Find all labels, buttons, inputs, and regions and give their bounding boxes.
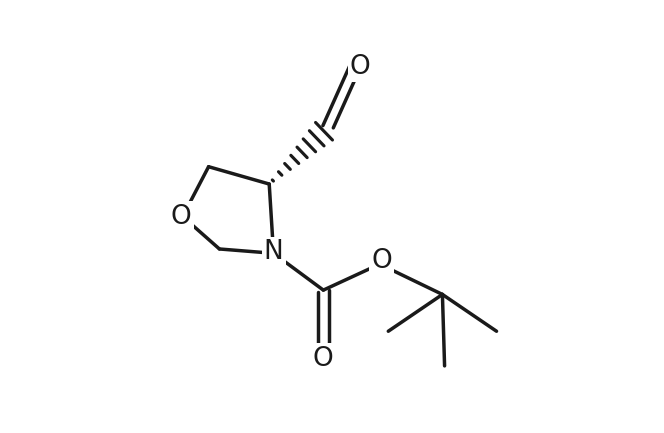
Text: O: O: [171, 204, 192, 229]
Text: O: O: [313, 346, 334, 372]
Text: O: O: [371, 248, 392, 274]
Text: O: O: [350, 54, 371, 80]
Text: N: N: [264, 239, 284, 265]
